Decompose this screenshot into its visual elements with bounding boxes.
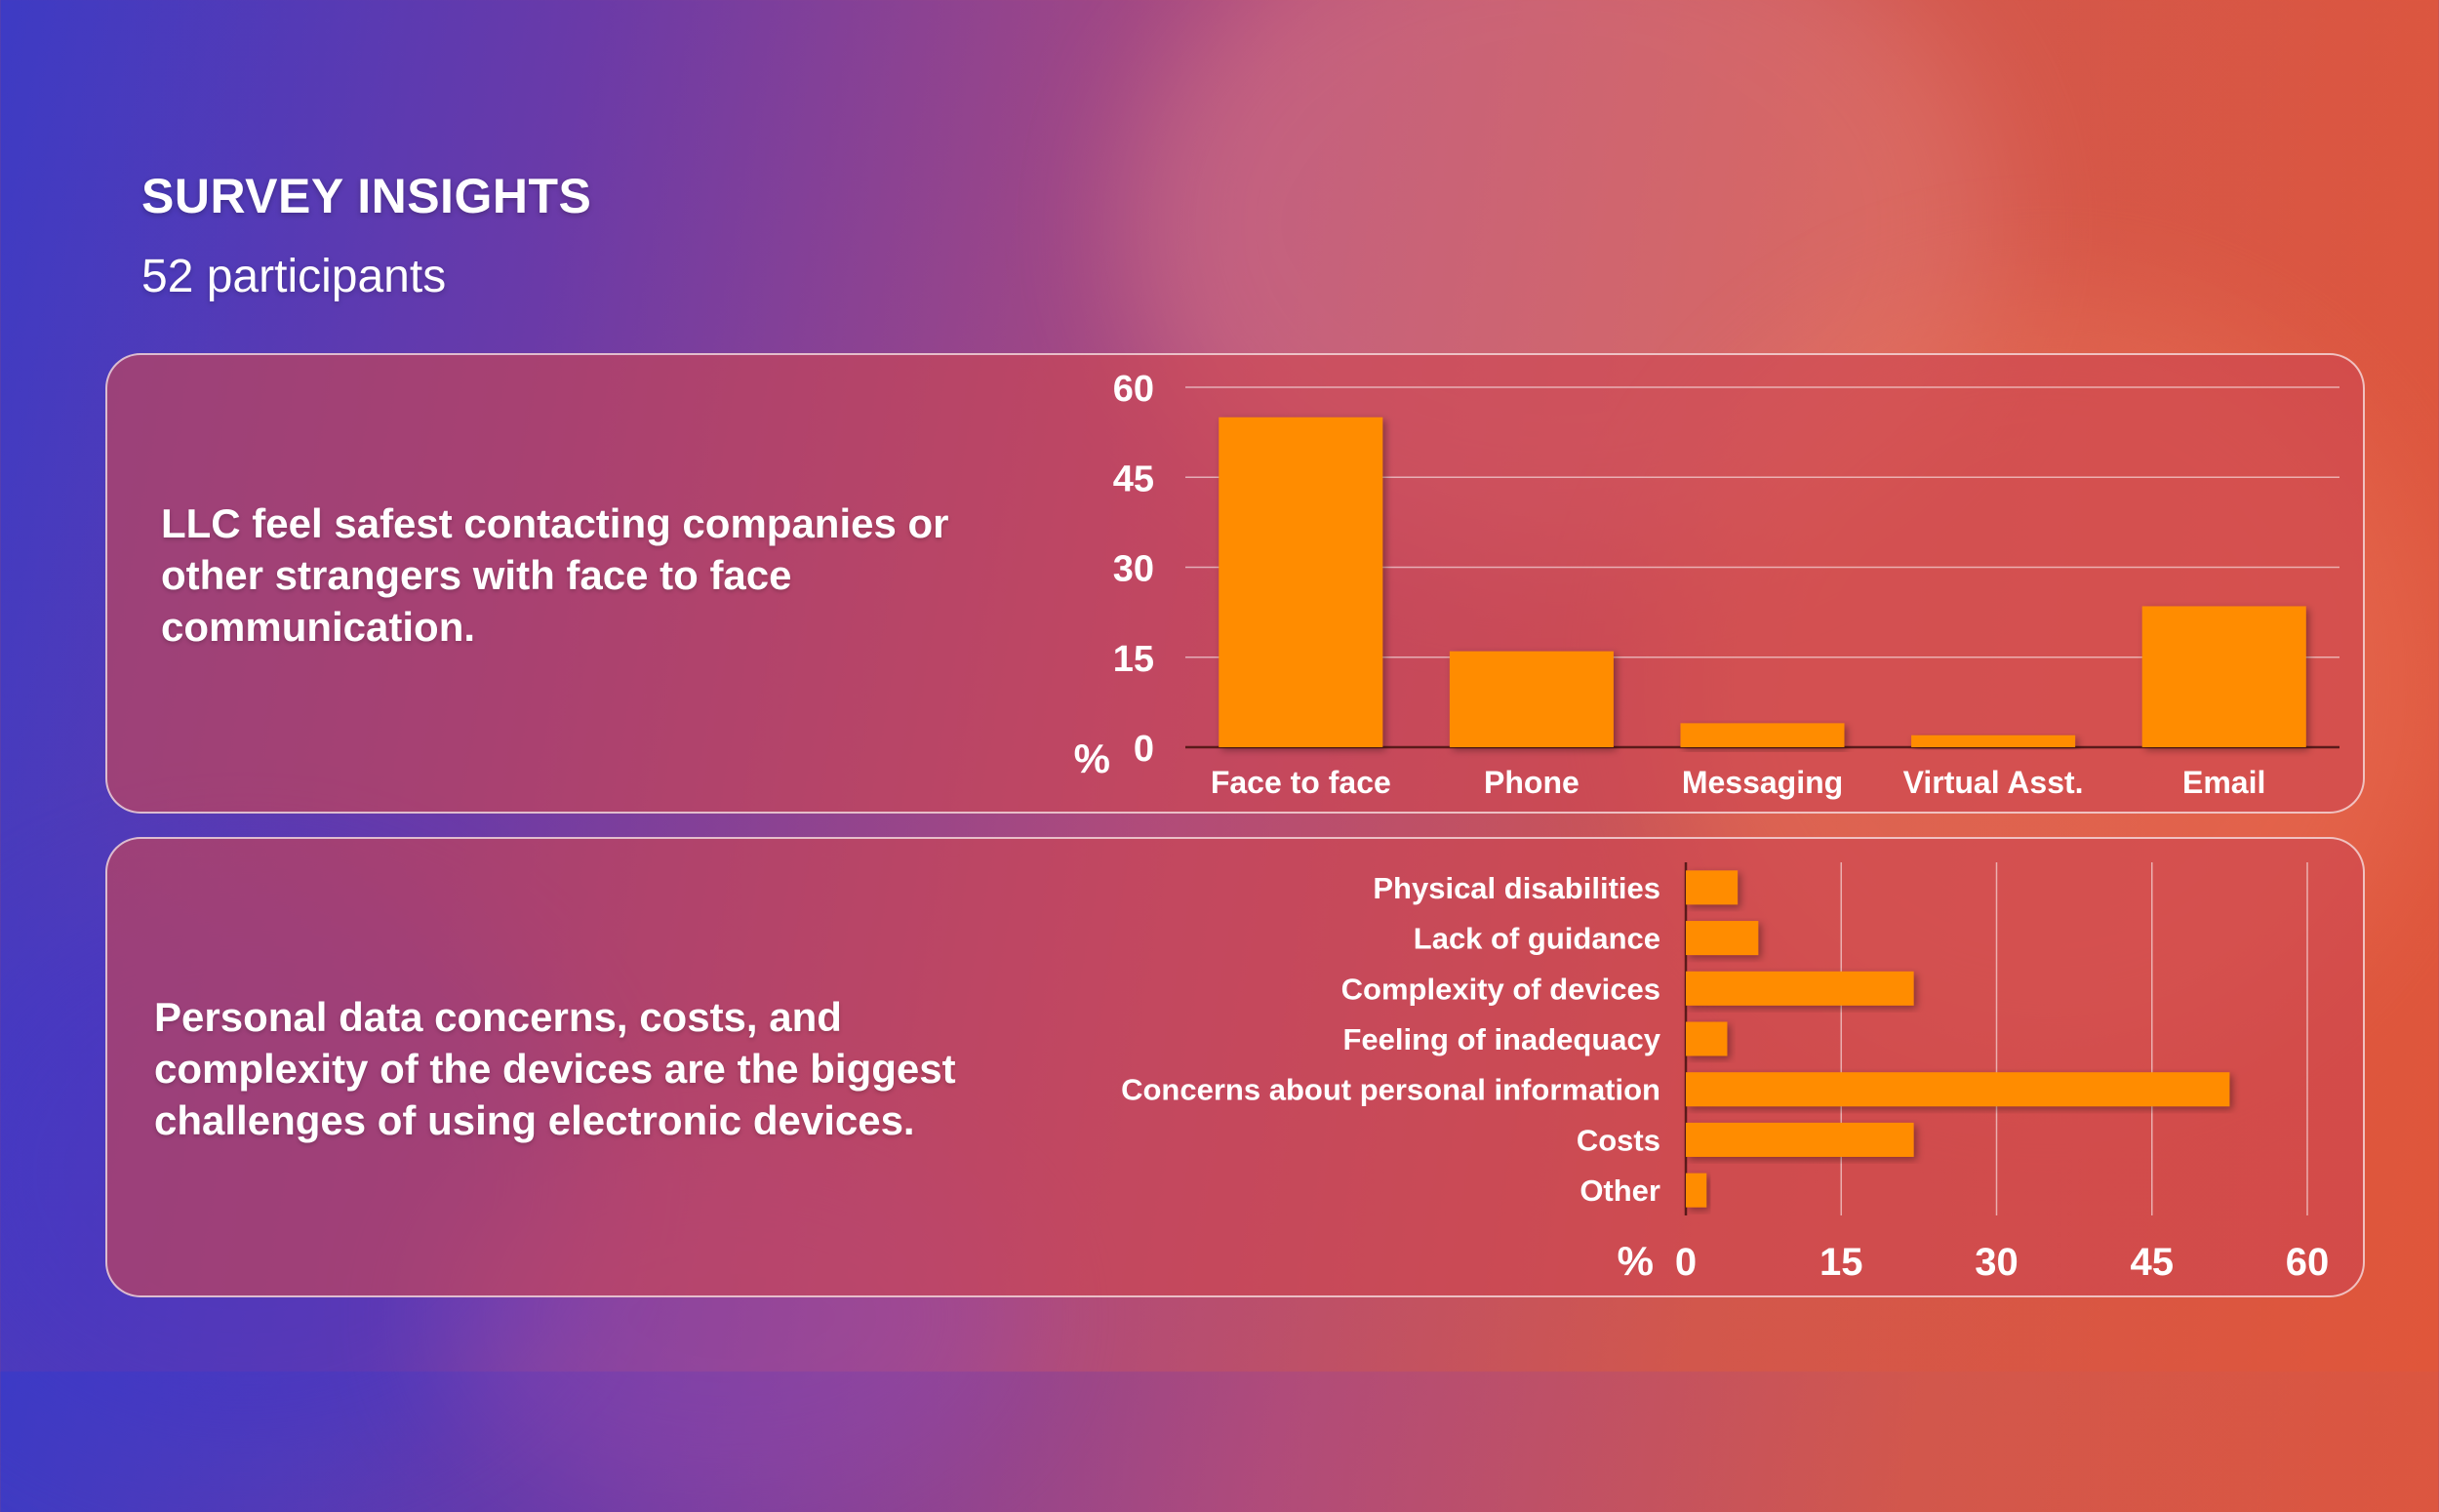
y-tick-label: 60 [1113, 369, 1154, 410]
y-tick-label: Feeling of inadequacy [1342, 1022, 1660, 1056]
participant-count: 52 participants [141, 251, 447, 302]
bar [1911, 735, 2076, 747]
charts-canvas: 0 15 30 45 60% Face to face Phone Messaging Virt… [1074, 369, 2339, 1284]
y-tick-label: Other [1579, 1174, 1660, 1208]
bar [2141, 606, 2306, 747]
insight-panel-challenges [105, 837, 2365, 1297]
x-tick-label: Face to face [1211, 765, 1391, 800]
x-tick-label: 15 [1819, 1241, 1863, 1284]
header: SURVEY INSIGHTS 52 participants [141, 168, 591, 303]
x-tick-label: Email [2182, 765, 2265, 800]
y-tick-label: 0 [1134, 729, 1154, 770]
bar [1686, 1122, 1914, 1157]
x-tick-label: Messaging [1682, 765, 1843, 800]
bar [1686, 921, 1759, 956]
y-tick-label: 45 [1113, 458, 1154, 499]
device-challenges-bar-chart: 0 15 30 45 60% Physical disabilities Lack of g… [1121, 862, 2329, 1284]
y-tick-label: 15 [1113, 639, 1154, 680]
unit-label: % [1618, 1238, 1654, 1284]
bar [1686, 971, 1914, 1006]
x-tick-label: 0 [1675, 1241, 1697, 1284]
x-tick-label: 60 [2286, 1241, 2330, 1284]
bar [1680, 723, 1845, 747]
bar [1686, 870, 1739, 905]
page-title: SURVEY INSIGHTS [141, 169, 592, 223]
x-tick-label: 30 [1975, 1241, 2019, 1284]
bar [1686, 1072, 2230, 1107]
bar [1219, 417, 1383, 747]
bar [1449, 651, 1614, 747]
x-tick-label: Phone [1484, 765, 1579, 800]
y-tick-label: Costs [1577, 1123, 1660, 1157]
x-tick-label: Virtual Asst. [1903, 765, 2084, 800]
y-tick-label: Lack of guidance [1414, 922, 1660, 956]
unit-label: % [1074, 736, 1110, 781]
y-tick-label: Physical disabilities [1373, 871, 1660, 905]
y-tick-label: 30 [1113, 549, 1154, 590]
y-tick-label: Concerns about personal information [1121, 1073, 1660, 1107]
bar [1686, 1021, 1728, 1056]
insight-text-challenges: Personal data concerns, costs, and compl… [154, 994, 956, 1143]
y-tick-label: Complexity of devices [1341, 972, 1660, 1006]
insight-text-contact-methods: LLC feel safest contacting companies or … [161, 500, 949, 650]
x-tick-label: 45 [2131, 1241, 2175, 1284]
contact-method-bar-chart: 0 15 30 45 60% Face to face Phone Messaging Virt… [1074, 369, 2339, 800]
bar [1686, 1173, 1707, 1208]
